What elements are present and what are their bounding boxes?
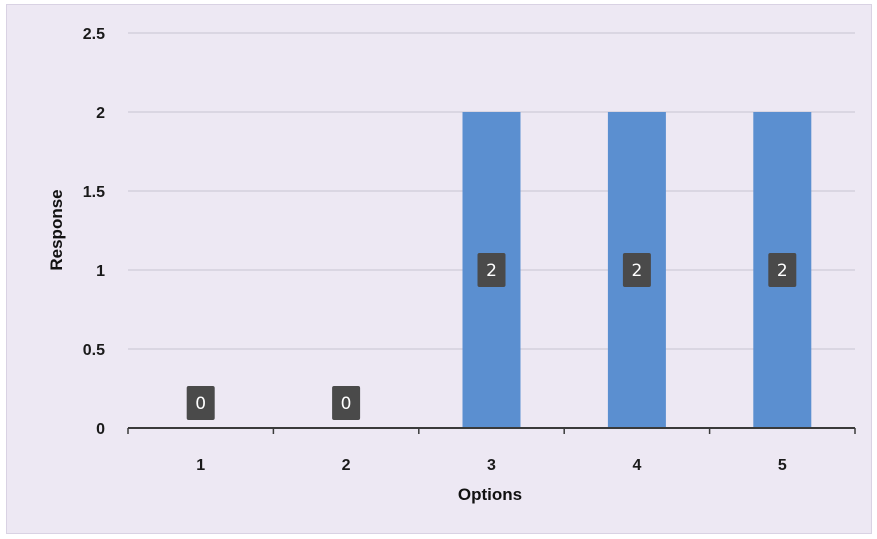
data-label-box xyxy=(477,253,506,287)
data-label-box xyxy=(622,253,651,287)
data-labels: 0 0 2 2 2 xyxy=(186,253,797,420)
y-tick-label: 2.5 xyxy=(83,26,105,43)
y-tick-label: 0 xyxy=(96,421,105,438)
y-axis-title: Response xyxy=(47,189,66,270)
x-tick-label: 4 xyxy=(632,457,641,474)
chart-area xyxy=(6,4,872,534)
data-label-text: 0 xyxy=(195,394,206,414)
y-tick-label: 2 xyxy=(96,105,105,122)
x-tick-label: 5 xyxy=(778,457,787,474)
x-tick-label: 1 xyxy=(196,457,205,474)
data-label-text: 2 xyxy=(486,261,497,281)
y-tick-label: 1.5 xyxy=(83,184,105,201)
data-label-text: 2 xyxy=(631,261,642,281)
y-tick-label: 1 xyxy=(96,263,105,280)
x-axis xyxy=(127,427,856,434)
data-label: 2 xyxy=(768,253,797,287)
data-label: 0 xyxy=(186,386,215,420)
data-label-box xyxy=(768,253,797,287)
x-axis-title: Options xyxy=(458,485,522,504)
data-label-text: 0 xyxy=(341,394,352,414)
data-label: 2 xyxy=(477,253,506,287)
x-tick-label: 3 xyxy=(487,457,496,474)
x-tick-label: 2 xyxy=(342,457,351,474)
data-label: 0 xyxy=(332,386,361,420)
data-label-box xyxy=(332,386,361,420)
data-label-text: 2 xyxy=(777,261,788,281)
y-axis-ticks: 0 0.5 1 1.5 2 2.5 xyxy=(83,26,105,438)
x-axis-ticks: 1 2 3 4 5 xyxy=(196,457,787,474)
data-label: 2 xyxy=(622,253,651,287)
y-tick-label: 0.5 xyxy=(83,342,105,359)
data-label-box xyxy=(186,386,215,420)
